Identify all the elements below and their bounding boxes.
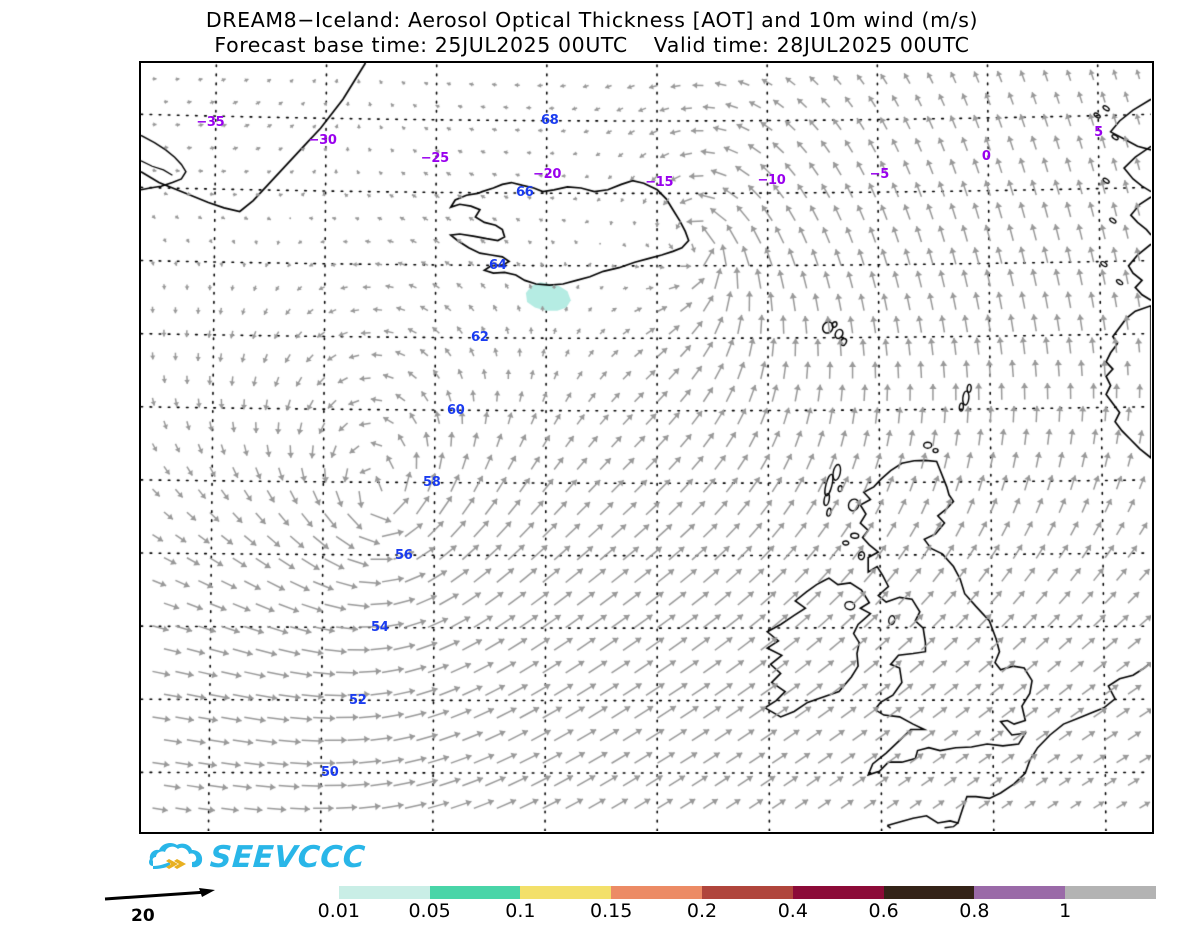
forecast-map[interactable]: 68 66 64 62 60 58 56 54 52 50 −35 −30 −25 −20 −15 −10 −5… [139,61,1154,834]
colorbar-segment-2 [429,886,521,899]
wind-scale-label: 20 [131,906,155,926]
colorbar-tick-0.01: 0.01 [317,900,360,922]
colorbar-tick-0.1: 0.1 [505,900,536,922]
cloud-icon [149,842,203,869]
page-title: DREAM8−Iceland: Aerosol Optical Thicknes… [0,8,1184,58]
title-line-variable: DREAM8−Iceland: Aerosol Optical Thicknes… [205,8,979,32]
aot-colorbar[interactable] [248,886,1156,899]
colorbar-tick-0.2: 0.2 [686,900,718,922]
title-line-times: Forecast base time: 25JUL2025 00UTC Valid… [0,33,1184,58]
map-canvas [141,63,1151,831]
colorbar-tick-0.6: 0.6 [868,900,899,922]
logo-text: SEEVCCC [208,839,367,875]
colorbar-segment-9 [1065,886,1156,899]
colorbar-tick-0.15: 0.15 [590,900,633,922]
valid-time: Valid time: 28JUL2025 00UTC [653,33,970,57]
colorbar-segment-7 [883,886,975,899]
wind-arrow-icon [104,888,215,901]
colorbar-segment-6 [792,886,884,899]
forecast-base-time: Forecast base time: 25JUL2025 00UTC [214,33,628,57]
colorbar-segment-3 [520,886,612,899]
colorbar-tick-1: 1 [1059,900,1072,922]
colorbar-segment-1 [338,886,430,899]
wind-scale-reference: 20 [103,886,223,930]
colorbar-segment-0 [248,886,339,899]
colorbar-tick-0.4: 0.4 [777,900,808,922]
colorbar-tick-0.8: 0.8 [959,900,990,922]
colorbar-segment-5 [701,886,793,899]
colorbar-segment-8 [974,886,1066,899]
aot-colorbar-labels: 0.01 0.05 0.1 0.15 0.2 0.4 0.6 0.8 1 [248,900,1156,928]
colorbar-segment-4 [611,886,702,899]
colorbar-tick-0.05: 0.05 [408,900,451,922]
seevccc-logo: SEEVCCC [148,837,378,877]
